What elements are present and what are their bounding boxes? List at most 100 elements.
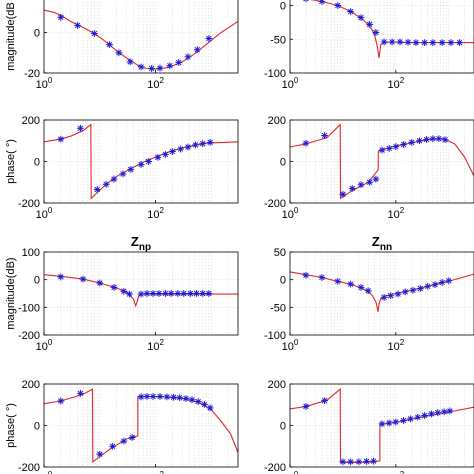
axes-frame [289,0,474,74]
measured-point [416,285,424,292]
measured-point [321,397,328,404]
measured-point [96,279,104,287]
measured-point [188,396,196,404]
measured-point [388,38,396,46]
axes-frame [289,251,474,336]
y-axis-label: phase( °) [5,403,17,448]
measured-point [128,434,136,441]
measured-point [193,290,200,297]
measured-point [396,38,404,46]
measured-point [109,442,117,450]
measured-point [145,158,153,165]
y-tick-label: -50 [270,302,286,314]
y-axis-label: magnitude(dB [5,2,17,71]
x-tick-label: 102 [147,206,164,221]
measured-point [120,287,128,295]
measured-point [162,290,169,297]
measured-point [363,457,370,465]
measured-point [199,140,207,148]
measured-point [177,145,184,153]
measured-point [115,49,123,57]
measured-point [431,281,439,289]
measured-point [421,412,429,419]
x-tick-label: 102 [387,206,404,221]
measured-point [366,178,374,186]
measured-point [57,13,65,21]
measured-point [170,393,177,401]
grid [290,120,474,203]
measured-point [143,290,151,297]
y-tick-label: 50 [274,247,286,259]
measured-point [199,290,207,297]
measured-point [137,63,145,71]
measured-point [441,136,449,144]
y-tick-label: 200 [22,115,40,127]
model-curve [290,271,474,312]
y-tick-label: -100 [18,302,40,314]
measured-point [156,393,164,400]
x-tick-label: 102 [387,76,404,91]
measured-point [175,59,183,66]
x-tick-label: 100 [36,206,53,221]
measured-point [137,290,145,298]
panel-title: Znn [372,234,392,253]
x-tick-label: 100 [282,76,299,91]
measured-point [438,279,446,286]
y-tick-label: 0 [280,421,286,433]
measured-point [110,284,118,291]
measured-point [378,146,386,154]
axes-frame [43,251,239,336]
panel-znp-magnitude: -200 -100 0 100 100 102 magnitude(dB) Znp [5,234,239,353]
x-tick-label: 102 [387,470,404,474]
measured-point [387,292,395,300]
measured-point [137,393,145,401]
panel-zpn-phase: -200 0 200 100 102 [264,115,474,221]
measured-point [166,62,174,70]
measured-point [186,290,194,297]
measured-point [155,290,163,297]
measured-point [154,153,162,161]
y-tick-label: -200 [18,462,40,474]
measured-point [447,39,455,47]
measured-point [364,287,372,295]
measured-point [206,139,214,146]
measured-point [400,417,407,424]
measured-point [348,185,356,192]
panel-zpp-magnitude: -20 0 100 102 magnitude(dB [5,0,239,91]
measured-point [394,290,402,298]
y-tick-label: 200 [268,379,286,391]
measured-point [429,39,437,47]
y-tick-label: 0 [280,157,286,169]
measured-point [370,457,377,465]
measured-point [205,35,213,42]
model-curve [44,274,238,308]
grid [44,252,238,335]
y-tick-label: -200 [264,198,286,210]
y-tick-label: 0 [34,157,40,169]
measured-point [302,271,310,279]
grid [44,0,238,73]
measured-point [400,141,407,148]
measured-point [412,39,420,47]
measured-point [303,0,309,3]
measured-point [408,139,416,146]
measured-point [126,290,133,298]
measured-point [401,288,409,296]
measured-point [162,151,169,158]
measured-point [385,419,393,427]
measured-point [93,186,101,193]
measured-point [378,420,386,428]
measured-point [409,286,417,294]
measured-point [456,39,463,47]
x-tick-label: 100 [36,76,53,91]
y-axis-label: phase( °) [5,139,17,184]
panel-zpn-magnitude: -100 -50 0 100 102 [264,0,474,91]
measured-point [77,124,84,132]
measured-point [434,409,442,417]
measured-point [77,389,84,397]
measured-point [148,65,156,72]
measured-point [385,145,393,152]
measured-point [192,141,199,149]
measured-point [392,418,400,426]
